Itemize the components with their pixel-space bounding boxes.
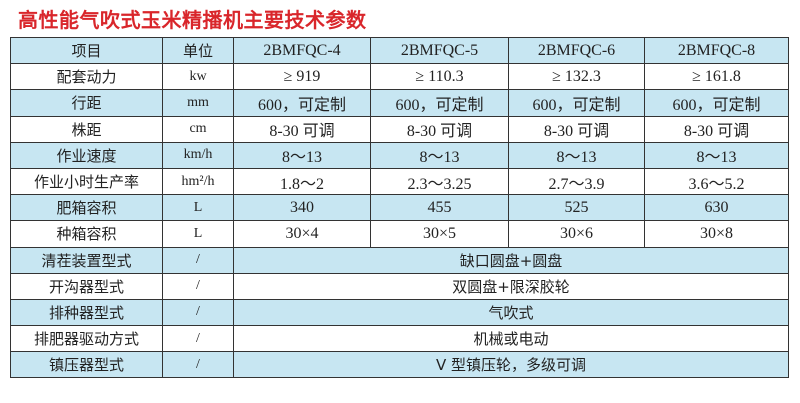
value-cell: 8-30 可调: [644, 115, 789, 143]
row-unit: kw: [162, 63, 234, 91]
table-row: 种箱容积 L 30×4 30×5 30×6 30×8: [10, 220, 789, 248]
value-cell: 630: [644, 194, 789, 222]
table-row: 作业速度 km/h 8～13 8～13 8～13 8～13: [10, 141, 789, 169]
value-cell: 340: [233, 194, 371, 222]
header-cell: 2BMFQC-8: [644, 36, 789, 65]
table-row: 镇压器型式 / V 型镇压轮，多级可调: [10, 351, 789, 379]
header-cell: 2BMFQC-4: [233, 36, 371, 65]
row-unit: cm: [162, 115, 234, 143]
table-row: 排肥器驱动方式 / 机械或电动: [10, 325, 789, 353]
value-cell: 8-30 可调: [370, 115, 509, 143]
value-cell: 8-30 可调: [508, 115, 645, 143]
merged-value-cell: 缺口圆盘+圆盘: [233, 246, 789, 274]
row-unit: L: [162, 220, 234, 248]
spec-table: 项目 单位 2BMFQC-4 2BMFQC-5 2BMFQC-6 2BMFQC-…: [10, 36, 789, 379]
value-cell: 600，可定制: [508, 89, 645, 117]
value-cell: 3.6～5.2: [644, 167, 789, 196]
table-row: 肥箱容积 L 340 455 525 630: [10, 194, 789, 222]
value-cell: 525: [508, 194, 645, 222]
row-label: 配套动力: [10, 63, 163, 91]
value-cell: 8～13: [370, 141, 509, 169]
row-label: 肥箱容积: [10, 194, 163, 222]
merged-value-cell: V 型镇压轮，多级可调: [233, 351, 789, 379]
value-cell: ≥ 919: [233, 63, 371, 91]
value-cell: 8～13: [644, 141, 789, 169]
row-label: 株距: [10, 115, 163, 143]
value-cell: 455: [370, 194, 509, 222]
row-label: 开沟器型式: [10, 272, 163, 300]
value-cell: 2.7～3.9: [508, 167, 645, 196]
row-label: 清茬装置型式: [10, 246, 163, 274]
table-row: 配套动力 kw ≥ 919 ≥ 110.3 ≥ 132.3 ≥ 161.8: [10, 63, 789, 91]
merged-value-cell: 双圆盘+限深胶轮: [233, 272, 789, 300]
row-unit: /: [162, 325, 234, 353]
row-label: 作业速度: [10, 141, 163, 169]
row-label: 行距: [10, 89, 163, 117]
row-label: 作业小时生产率: [10, 167, 163, 196]
row-label: 种箱容积: [10, 220, 163, 248]
value-cell: 600，可定制: [644, 89, 789, 117]
row-unit: /: [162, 272, 234, 300]
table-row: 株距 cm 8-30 可调 8-30 可调 8-30 可调 8-30 可调: [10, 115, 789, 143]
merged-value-cell: 机械或电动: [233, 325, 789, 353]
header-cell: 2BMFQC-6: [508, 36, 645, 65]
header-row: 项目 单位 2BMFQC-4 2BMFQC-5 2BMFQC-6 2BMFQC-…: [10, 36, 789, 65]
row-label: 排肥器驱动方式: [10, 325, 163, 353]
merged-value-cell: 气吹式: [233, 298, 789, 327]
row-unit: L: [162, 194, 234, 222]
value-cell: 8-30 可调: [233, 115, 371, 143]
value-cell: ≥ 161.8: [644, 63, 789, 91]
row-unit: /: [162, 351, 234, 379]
table-row: 行距 mm 600，可定制 600，可定制 600，可定制 600，可定制: [10, 89, 789, 117]
table-row: 开沟器型式 / 双圆盘+限深胶轮: [10, 272, 789, 300]
value-cell: 30×6: [508, 220, 645, 248]
value-cell: 30×5: [370, 220, 509, 248]
row-unit: /: [162, 298, 234, 327]
table-row: 排种器型式 / 气吹式: [10, 298, 789, 327]
value-cell: 8～13: [508, 141, 645, 169]
value-cell: ≥ 110.3: [370, 63, 509, 91]
value-cell: 8～13: [233, 141, 371, 169]
value-cell: 30×8: [644, 220, 789, 248]
value-cell: 2.3～3.25: [370, 167, 509, 196]
row-label: 排种器型式: [10, 298, 163, 327]
row-unit: km/h: [162, 141, 234, 169]
value-cell: 1.8～2: [233, 167, 371, 196]
value-cell: ≥ 132.3: [508, 63, 645, 91]
value-cell: 600，可定制: [233, 89, 371, 117]
row-label: 镇压器型式: [10, 351, 163, 379]
header-cell: 单位: [162, 36, 234, 65]
header-cell: 2BMFQC-5: [370, 36, 509, 65]
table-row: 作业小时生产率 hm²/h 1.8～2 2.3～3.25 2.7～3.9 3.6～5.2: [10, 167, 789, 196]
header-cell: 项目: [10, 36, 163, 65]
row-unit: mm: [162, 89, 234, 117]
page-title: 高性能气吹式玉米精播机主要技术参数: [18, 8, 367, 32]
row-unit: /: [162, 246, 234, 274]
value-cell: 600，可定制: [370, 89, 509, 117]
value-cell: 30×4: [233, 220, 371, 248]
row-unit: hm²/h: [162, 167, 234, 196]
table-row: 清茬装置型式 / 缺口圆盘+圆盘: [10, 246, 789, 274]
